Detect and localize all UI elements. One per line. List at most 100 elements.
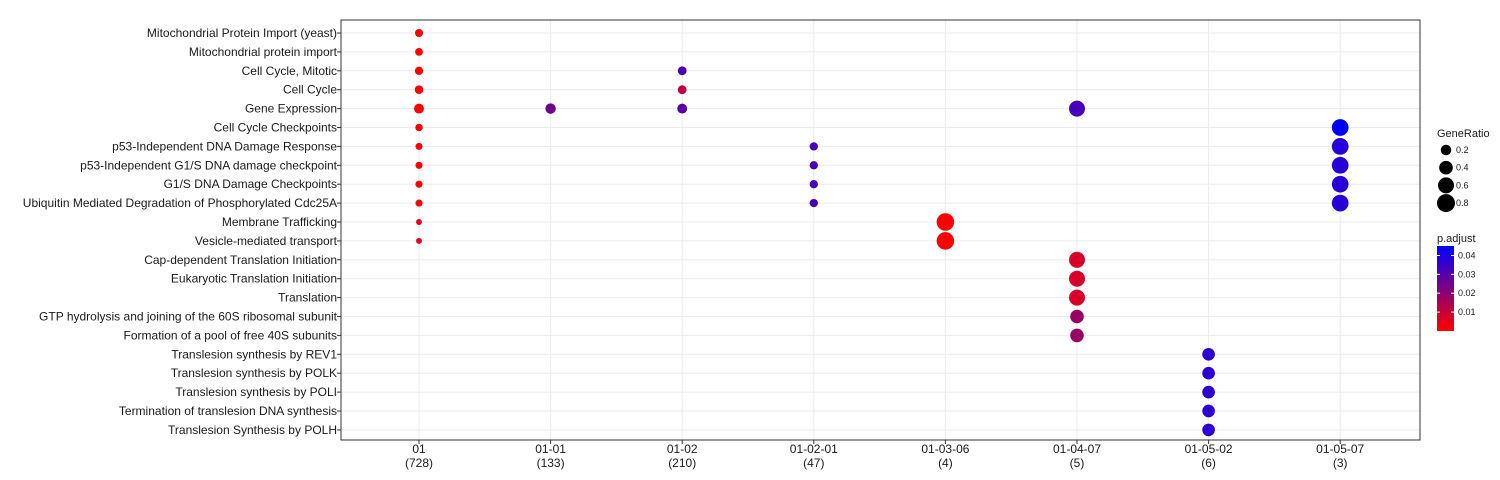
data-point [809,180,818,189]
data-points [414,28,1349,437]
data-point [414,103,424,114]
y-tick-label: Vesicle-mediated transport [195,234,338,248]
color-legend-label: 0.02 [1458,288,1476,298]
color-legend: p.adjust 0.01 0.02 0.03 0.04 [1437,233,1476,331]
data-point [414,28,424,38]
data-point [415,142,423,150]
x-tick-count: (5) [1070,456,1085,470]
data-point [545,103,556,114]
y-tick-label: Cap-dependent Translation Initiation [144,253,337,267]
x-tick-label: 01 [412,442,426,456]
color-legend-label: 0.01 [1458,307,1476,317]
plot-border [340,19,1421,441]
data-point [936,232,955,250]
data-point [1202,404,1215,418]
data-point [809,198,818,208]
x-tick-label: 01-04-07 [1053,442,1101,456]
data-point [414,66,424,75]
color-legend-label: 0.03 [1458,269,1476,279]
color-legend-label: 0.04 [1458,250,1476,260]
size-legend-label: 0.6 [1456,180,1469,190]
y-tick-label: Cell Cycle [283,83,337,97]
y-tick-label: Formation of a pool of free 40S subunits [124,328,337,342]
y-tick-label: Translesion synthesis by POLI [175,385,337,399]
data-point [414,85,424,94]
x-tick-count: (4) [938,456,953,470]
y-axis: Mitochondrial Protein Import (yeast) Mito… [23,26,341,437]
x-tick-label: 01-02 [667,442,698,456]
y-tick-label: Ubiquitin Mediated Degradation of Phosph… [23,196,337,210]
y-tick-label: Translation [278,291,337,305]
data-point [1202,385,1215,399]
size-legend-key [1439,160,1453,175]
y-tick-label: GTP hydrolysis and joining of the 60S ri… [39,310,338,324]
data-point [415,180,423,188]
x-tick-count: (6) [1201,456,1216,470]
size-legend-label: 0.2 [1456,145,1469,155]
x-axis: 01(728) 01-01(133) 01-02(210) 01-02-01(47) 0… [405,440,1365,470]
y-tick-label: Cell Cycle, Mitotic [242,64,337,78]
data-point [1069,251,1085,268]
data-point [1331,156,1349,174]
data-point [415,199,423,207]
data-point [1331,194,1349,212]
data-point [1331,119,1349,136]
x-tick-label: 01-02-01 [790,442,838,456]
gridlines [341,20,1420,440]
data-point [677,103,688,114]
data-point [1202,366,1215,380]
data-point [1069,289,1085,306]
data-point [1070,328,1084,343]
data-point [809,161,818,170]
data-point [415,123,423,132]
size-legend-label: 0.8 [1456,198,1469,208]
plot-panel [341,20,1420,440]
x-tick-count: (47) [803,456,824,470]
size-legend-title: GeneRatio [1437,128,1490,140]
x-tick-label: 01-05-07 [1316,442,1364,456]
y-tick-label: Eukaryotic Translation Initiation [171,272,337,286]
data-point [1331,175,1349,193]
data-point [677,66,687,76]
data-point [1331,138,1349,155]
data-point [1069,270,1085,287]
y-tick-label: Gene Expression [245,102,337,116]
data-point [1069,100,1085,117]
data-point [415,48,423,56]
data-point [936,213,955,231]
data-point [1202,423,1215,437]
x-tick-label: 01-01 [535,442,566,456]
size-legend-key [1438,177,1454,194]
size-legend-key [1437,194,1455,213]
data-point [677,85,687,95]
x-tick-count: (3) [1333,456,1348,470]
y-tick-label: G1/S DNA Damage Checkpoints [164,177,337,191]
y-tick-label: Termination of translesion DNA synthesis [119,404,337,418]
y-tick-label: p53-Independent G1/S DNA damage checkpoi… [80,158,338,172]
x-tick-label: 01-03-06 [921,442,969,456]
size-legend-key [1440,144,1452,156]
y-tick-label: Membrane Trafficking [222,215,337,229]
data-point [415,161,423,169]
x-tick-count: (210) [668,456,696,470]
y-tick-label: Translesion Synthesis by POLH [168,423,337,437]
data-point [809,142,818,151]
data-point [1202,347,1215,361]
y-tick-label: p53-Independent DNA Damage Response [112,139,337,153]
color-legend-title: p.adjust [1437,233,1476,245]
y-tick-label: Translesion synthesis by REV1 [171,347,337,361]
y-tick-label: Mitochondrial Protein Import (yeast) [147,26,337,40]
data-point [1070,309,1084,324]
data-point [416,237,422,244]
size-legend: GeneRatio 0.2 0.4 0.6 0.8 [1437,128,1490,213]
x-tick-count: (728) [405,456,433,470]
color-bar [1437,246,1454,331]
data-point [416,219,422,225]
x-tick-label: 01-05-02 [1185,442,1233,456]
y-tick-label: Translesion synthesis by POLK [171,366,337,380]
y-tick-label: Mitochondrial protein import [189,45,338,59]
x-tick-count: (133) [537,456,565,470]
y-tick-label: Cell Cycle Checkpoints [214,121,337,135]
size-legend-label: 0.4 [1456,163,1469,173]
